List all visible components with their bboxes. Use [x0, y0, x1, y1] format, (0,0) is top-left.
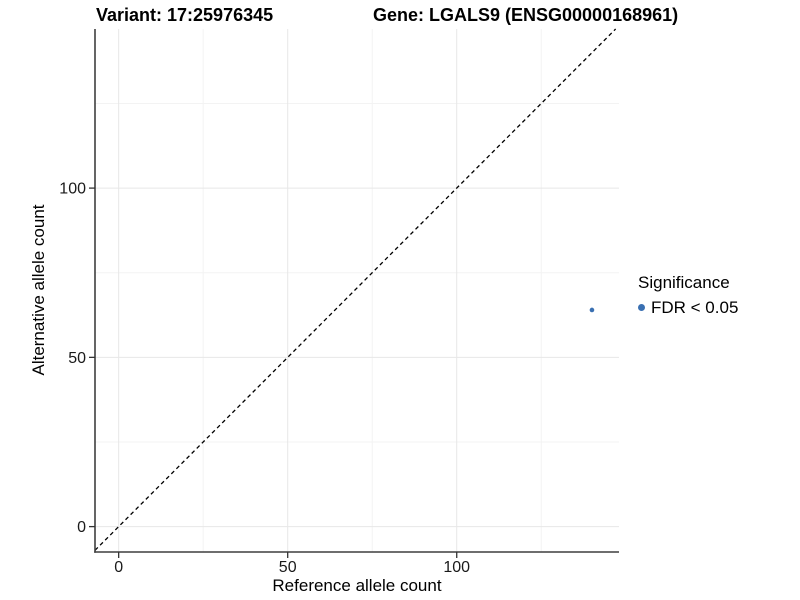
y-axis-title: Alternative allele count: [29, 204, 48, 376]
x-tick-label: 50: [279, 559, 297, 576]
plot-title-gene: Gene: LGALS9 (ENSG00000168961): [373, 5, 679, 25]
plot-title-variant: Variant: 17:25976345: [96, 5, 274, 25]
x-axis-title: Reference allele count: [272, 576, 442, 595]
x-tick-label: 100: [443, 559, 470, 576]
data-point: [589, 307, 595, 313]
identity-line: [94, 28, 617, 551]
legend-entry-label: FDR < 0.05: [651, 297, 739, 317]
legend-title: Significance: [638, 273, 730, 292]
legend: Significance FDR < 0.05: [638, 271, 738, 320]
y-tick-label: 0: [77, 519, 86, 536]
y-tick-label: 100: [59, 181, 86, 198]
legend-point-icon: [638, 304, 645, 312]
legend-entry: FDR < 0.05: [638, 296, 738, 321]
y-tick-label: 50: [68, 350, 86, 367]
x-tick-label: 0: [114, 559, 123, 576]
